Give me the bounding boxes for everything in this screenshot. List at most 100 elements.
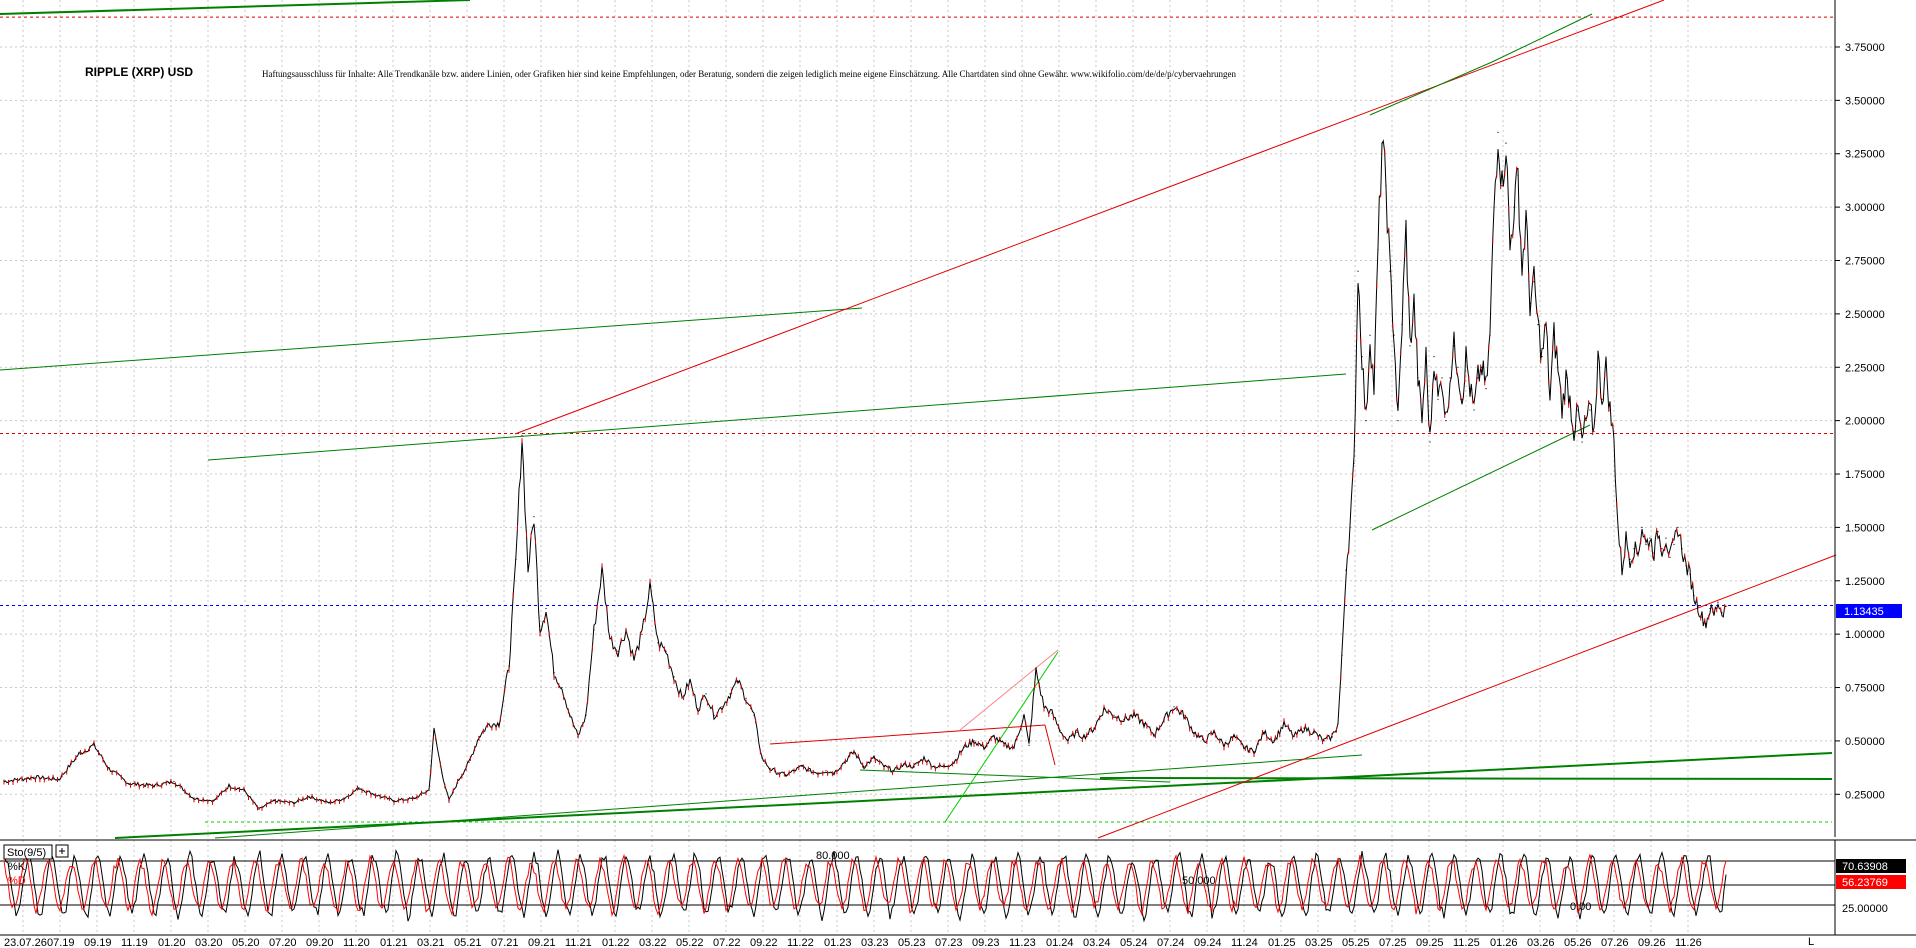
y-tick-label: 0.50000 (1845, 736, 1885, 748)
price-point (1273, 740, 1275, 742)
trend-line (1097, 554, 1837, 839)
price-point (801, 765, 803, 768)
price-point (1223, 744, 1225, 746)
price-point (737, 680, 739, 682)
price-point (1673, 543, 1675, 546)
x-tick-label: 01.20 (158, 937, 186, 948)
price-point (1709, 607, 1711, 610)
horizontal-levels (0, 16, 1835, 823)
price-point (641, 633, 643, 635)
price-point (1365, 420, 1367, 422)
price-point (883, 765, 885, 768)
price-point (609, 637, 611, 640)
d-value: 56.23769 (1842, 877, 1888, 889)
level-label-50: 50.000 (1182, 875, 1216, 887)
price-point (1481, 366, 1483, 368)
y-tick-label: 0.25000 (1845, 789, 1885, 801)
price-point (1677, 526, 1679, 529)
price-point (478, 736, 480, 738)
price-point (593, 629, 595, 631)
price-point (1193, 731, 1195, 734)
price-point (93, 744, 95, 746)
price-point (553, 672, 555, 674)
price-point (1461, 398, 1463, 400)
price-point (1401, 324, 1403, 326)
price-point (358, 787, 360, 789)
price-point (1565, 377, 1567, 379)
x-tick-label: 03.22 (639, 937, 667, 948)
price-point (617, 650, 619, 652)
price-point (1717, 601, 1719, 603)
x-tick-label: 03.25 (1305, 937, 1333, 948)
current-price-label: 1.13435 (1844, 606, 1884, 618)
x-tick-label: 23.07.26 (4, 937, 47, 948)
price-point (1103, 708, 1105, 710)
trend-line (769, 724, 1046, 745)
x-tick-label: 11.21 (565, 937, 592, 948)
price-point (58, 778, 60, 780)
y-tick-label: 1.75000 (1845, 469, 1885, 481)
y-tick-label: 0.75000 (1845, 683, 1885, 695)
price-point (273, 800, 275, 802)
x-tick-label: 03.23 (861, 937, 889, 948)
price-point (1485, 388, 1487, 390)
price-point (468, 761, 470, 763)
price-point (243, 789, 245, 791)
price-point (769, 768, 771, 770)
price-point (128, 783, 130, 785)
trend-line (1044, 724, 1056, 766)
x-tick-label: 05.22 (676, 937, 704, 948)
x-tick-label: 03.20 (195, 937, 223, 948)
price-point (1617, 526, 1619, 529)
price-point (1253, 751, 1255, 753)
price-point (1633, 548, 1635, 550)
x-tick-label: 09.20 (306, 937, 334, 948)
price-point (1473, 409, 1475, 411)
price-point (913, 765, 915, 768)
price-point (1489, 334, 1491, 336)
price-point (1581, 441, 1583, 443)
price-point (1629, 558, 1631, 561)
price-point (569, 714, 571, 716)
price-point (1689, 573, 1691, 576)
trend-line (944, 651, 1059, 823)
y-tick-label: 3.50000 (1845, 95, 1885, 107)
price-point (1653, 552, 1655, 554)
indicator-name: Sto(9/5) (7, 847, 46, 859)
price-point (1393, 334, 1395, 336)
k-line (3, 848, 1727, 923)
k-value: 70.63908 (1842, 861, 1888, 873)
price-point (1405, 227, 1407, 230)
x-tick-label: 01.23 (824, 937, 852, 948)
price-point (689, 680, 691, 682)
x-tick-label: 09.22 (750, 937, 778, 948)
price-point (1453, 345, 1455, 347)
price-point (825, 770, 827, 772)
price-point (1573, 430, 1575, 432)
price-point (1701, 616, 1703, 618)
price-point (1303, 727, 1305, 729)
price-point (1509, 249, 1511, 251)
price-point (428, 789, 430, 791)
price-point (1429, 441, 1431, 443)
d-label: %D (8, 875, 26, 887)
y-tick-label: 1.50000 (1845, 522, 1885, 534)
price-point (1397, 420, 1399, 422)
price-point (1561, 409, 1563, 411)
price-point (681, 697, 683, 699)
price-point (753, 714, 755, 716)
indicator-name-box[interactable] (3, 844, 53, 860)
price-point (1075, 731, 1077, 734)
price-point (343, 798, 345, 800)
price-point (1445, 420, 1447, 422)
x-tick-label: 01.22 (602, 937, 630, 948)
price-point (1669, 556, 1671, 558)
price-point (1521, 270, 1523, 272)
price-point (745, 697, 747, 699)
trend-line (859, 769, 1171, 783)
trend-line (514, 0, 1665, 435)
price-point (633, 659, 635, 661)
price-point (1389, 270, 1391, 272)
